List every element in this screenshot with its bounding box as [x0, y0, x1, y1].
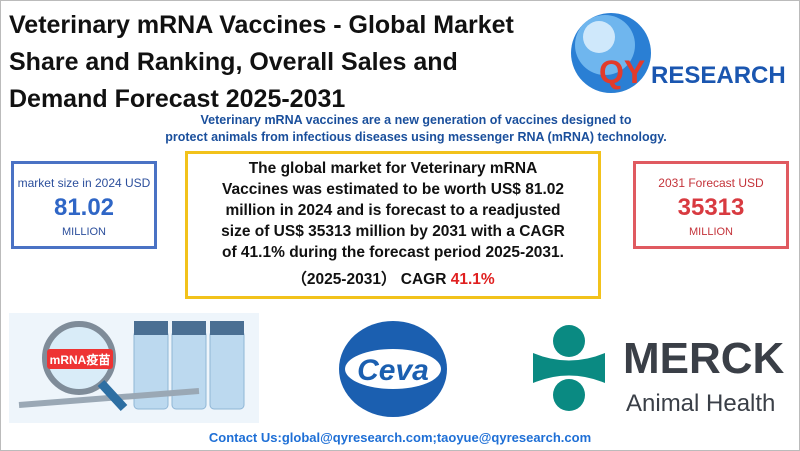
- vaccine-tag: mRNA疫苗: [50, 352, 111, 367]
- right-box: 2031 Forecast USD 35313 MILLION: [633, 161, 789, 249]
- cagr: （2025-2031） CAGR 41.1%: [188, 269, 598, 290]
- cagr-value: 41.1%: [450, 271, 495, 288]
- left-box: market size in 2024 USD 81.02 MILLION: [11, 161, 157, 249]
- ceva-text: Ceva: [357, 354, 429, 387]
- title: Veterinary mRNA Vaccines - Global Market…: [9, 7, 514, 118]
- merck-text: MERCK: [623, 334, 785, 383]
- description-line: protect animals from infectious diseases…: [165, 130, 667, 144]
- box-unit: MILLION: [688, 226, 733, 238]
- summary-line: The global market for Veterinary mRNA: [248, 160, 538, 177]
- cagr-label: （2025-2031） CAGR: [291, 271, 451, 288]
- vaccine-image: mRNA疫苗: [9, 313, 259, 423]
- merck-sub: Animal Health: [626, 390, 775, 417]
- title-line: Share and Ranking, Overall Sales and: [9, 48, 458, 76]
- summary-line: Vaccines was estimated to be worth US$ 8…: [221, 181, 564, 198]
- title-line: Veterinary mRNA Vaccines - Global Market: [9, 11, 514, 39]
- box-label: market size in 2024 USD: [17, 176, 151, 190]
- logo-rest: RESEARCH: [651, 62, 786, 89]
- logo-qy: QY: [599, 54, 645, 90]
- contact: Contact Us:global@qyresearch.com;taoyue@…: [208, 430, 592, 445]
- box-value: 81.02: [53, 194, 115, 221]
- title-line: Demand Forecast 2025-2031: [9, 85, 346, 113]
- summary-line: million in 2024 and is forecast to a rea…: [225, 202, 561, 219]
- box-unit: MILLION: [61, 226, 106, 238]
- ceva-logo: Ceva: [339, 321, 447, 417]
- box-value: 35313: [677, 194, 745, 221]
- summary: The global market for Veterinary mRNA Va…: [185, 151, 601, 299]
- merck-logo: MERCK Animal Health: [533, 325, 785, 417]
- description-line: Veterinary mRNA vaccines are a new gener…: [200, 113, 632, 127]
- box-label: 2031 Forecast USD: [658, 176, 764, 190]
- description: Veterinary mRNA vaccines are a new gener…: [111, 112, 721, 146]
- logo: QY RESEARCH: [571, 13, 786, 93]
- summary-line: size of US$ 35313 million by 2031 with a…: [221, 223, 565, 240]
- summary-line: of 41.1% during the forecast period 2025…: [222, 244, 564, 261]
